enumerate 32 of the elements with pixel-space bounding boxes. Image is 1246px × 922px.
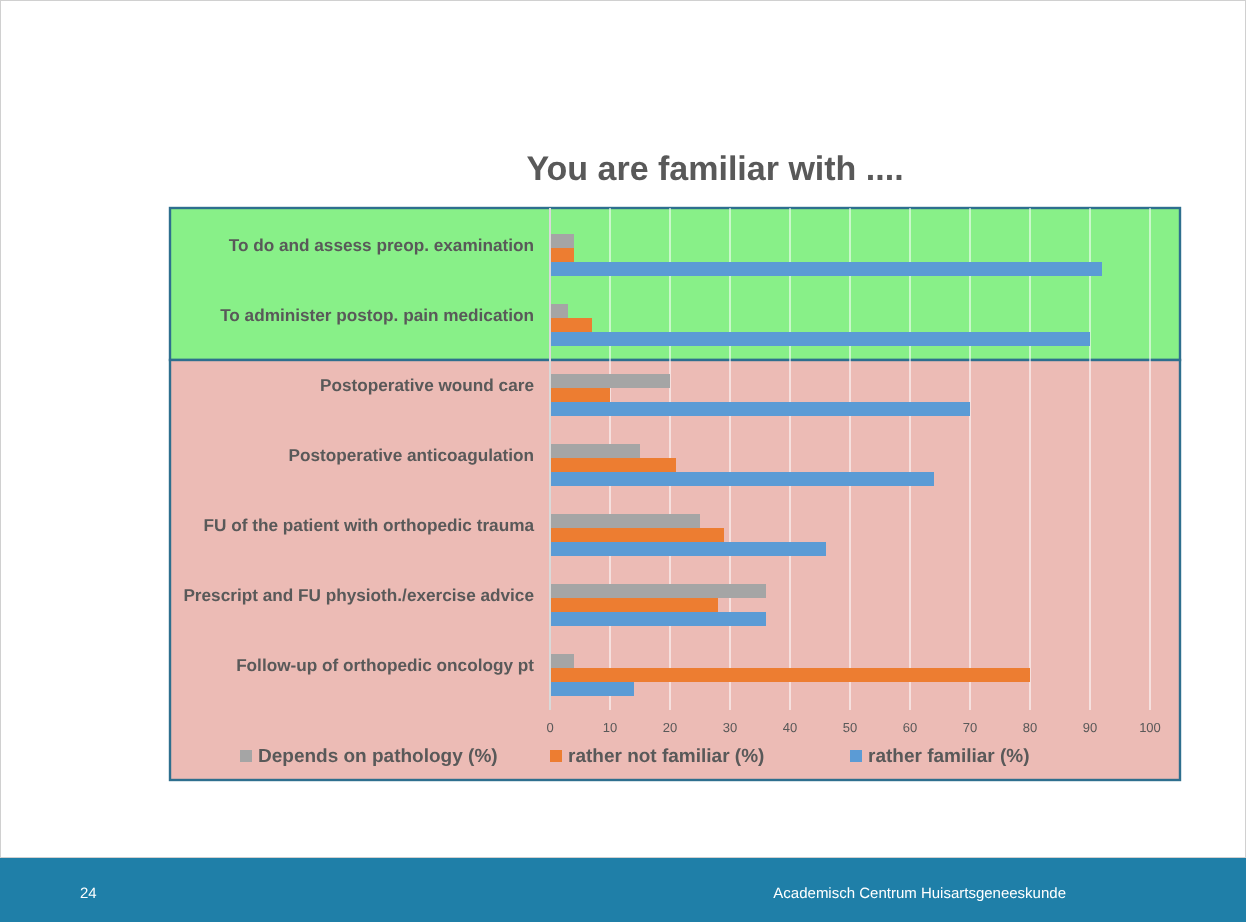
y-tick-label: To administer postop. pain medication [220,305,534,325]
bar [550,402,970,416]
y-tick-label: Prescript and FU physioth./exercise advice [183,585,535,605]
bar [550,374,670,388]
bar [550,542,826,556]
y-tick-label: Postoperative wound care [320,375,535,395]
legend-label: Depends on pathology (%) [258,746,498,768]
bar [550,612,766,626]
bar [550,304,568,318]
bar [550,444,640,458]
legend-label: rather not familiar (%) [568,746,765,768]
bar [550,262,1102,276]
bar [550,458,676,472]
bar [550,514,700,528]
bar [550,248,574,262]
bar [550,528,724,542]
y-tick-label: FU of the patient with orthopedic trauma [203,515,535,535]
bar [550,318,592,332]
bar [550,654,574,668]
y-tick-label: Postoperative anticoagulation [288,445,534,465]
bar [550,682,634,696]
bar [550,598,718,612]
legend-label: rather familiar (%) [868,746,1030,768]
bar [550,332,1090,346]
bar [550,472,934,486]
y-tick-label: To do and assess preop. examination [228,235,534,255]
chart-title: You are familiar with .... [526,150,904,188]
bar [550,234,574,248]
y-tick-label: Follow-up of orthopedic oncology pt [236,655,535,675]
bar [550,388,610,402]
bar [550,584,766,598]
bar [550,668,1030,682]
